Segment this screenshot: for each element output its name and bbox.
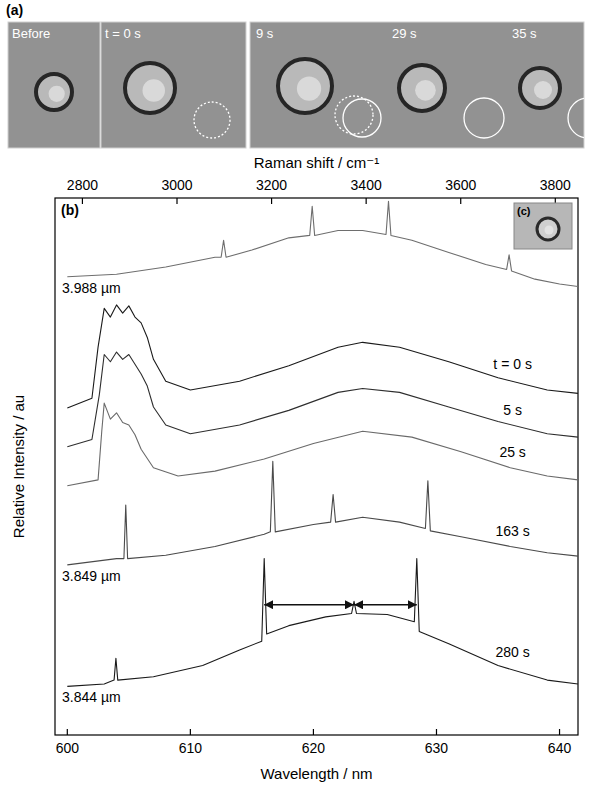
x-tick — [436, 729, 437, 735]
frame-label: 35 s — [512, 26, 537, 41]
x-tick — [559, 729, 560, 735]
series-label: t = 0 s — [493, 356, 532, 372]
top-tick — [366, 198, 367, 204]
droplet-image — [520, 68, 584, 138]
x-axis-title: Wavelength / nm — [261, 765, 373, 782]
frame-label: 29 s — [392, 26, 417, 41]
top-tick — [82, 198, 83, 204]
top-tick — [460, 198, 461, 204]
inset-droplet-highlight — [545, 226, 554, 235]
series-label: 163 s — [496, 523, 530, 539]
x-tick — [313, 729, 314, 735]
spacing-arrow — [264, 604, 354, 605]
droplet-highlight — [415, 80, 436, 101]
droplet — [399, 65, 445, 111]
micrograph — [8, 22, 100, 148]
micrograph — [250, 22, 584, 148]
spectrum — [67, 352, 578, 447]
droplet — [278, 59, 332, 113]
spectrum — [67, 403, 578, 486]
series-label: 280 s — [496, 644, 530, 660]
droplet-radius-label: 3.988 µm — [62, 280, 121, 296]
spectrum — [67, 461, 578, 565]
droplet-radius-label: 3.849 µm — [62, 568, 121, 584]
droplet-image — [399, 65, 504, 138]
frame-label: 9 s — [256, 26, 274, 41]
micrograph — [101, 22, 246, 148]
spectrum — [67, 201, 578, 286]
trap-position — [464, 98, 504, 138]
droplet — [520, 68, 560, 108]
top-tick — [271, 198, 272, 204]
inset-letter: (c) — [517, 205, 531, 217]
top-axis-title: Raman shift / cm⁻¹ — [254, 154, 379, 171]
x-tick-label: 640 — [548, 740, 572, 756]
plot-area — [67, 201, 578, 686]
x-tick-label: 610 — [179, 740, 203, 756]
trap-position — [343, 99, 381, 137]
droplet — [125, 63, 175, 113]
x-tick-label: 630 — [425, 740, 449, 756]
y-axis-title: Relative Intensity / au — [10, 395, 27, 538]
top-tick-label: 3800 — [540, 177, 571, 193]
top-tick-label: 3400 — [351, 177, 382, 193]
spectrum — [67, 305, 578, 408]
trap-position — [568, 98, 584, 138]
x-tick-label: 620 — [302, 740, 326, 756]
top-tick-label: 3000 — [161, 177, 192, 193]
droplet — [36, 74, 72, 110]
droplet-image — [125, 63, 230, 138]
top-tick — [176, 198, 177, 204]
droplet-image — [278, 59, 381, 137]
droplet-highlight — [49, 86, 65, 102]
droplet-highlight — [143, 79, 166, 102]
droplet-radius-label: 3.844 µm — [62, 689, 121, 705]
figure: (a) Before t = 0 s 9 s 29 s 35 s 600 610 620 630 6… — [0, 0, 592, 796]
series-label: 25 s — [499, 444, 525, 460]
top-tick-label: 3600 — [445, 177, 476, 193]
trap-position — [194, 102, 230, 138]
panel-letter: (b) — [61, 202, 79, 218]
droplet-image — [36, 74, 72, 110]
top-tick-label: 3200 — [256, 177, 287, 193]
inset-droplet — [537, 218, 559, 240]
plot-frame — [55, 198, 578, 735]
panel-letter: (a) — [6, 2, 23, 18]
frame-label: Before — [12, 26, 50, 41]
x-tick — [67, 729, 68, 735]
droplet-highlight — [534, 81, 552, 99]
trap-position — [335, 96, 373, 134]
top-tick-label: 2800 — [67, 177, 98, 193]
spacing-arrow — [354, 604, 417, 605]
x-tick-label: 600 — [56, 740, 80, 756]
frame-label: t = 0 s — [105, 26, 141, 41]
droplet-highlight — [297, 77, 321, 101]
spectrum — [67, 559, 578, 687]
x-tick — [190, 729, 191, 735]
inset-image — [514, 203, 572, 249]
series-label: 5 s — [503, 402, 522, 418]
